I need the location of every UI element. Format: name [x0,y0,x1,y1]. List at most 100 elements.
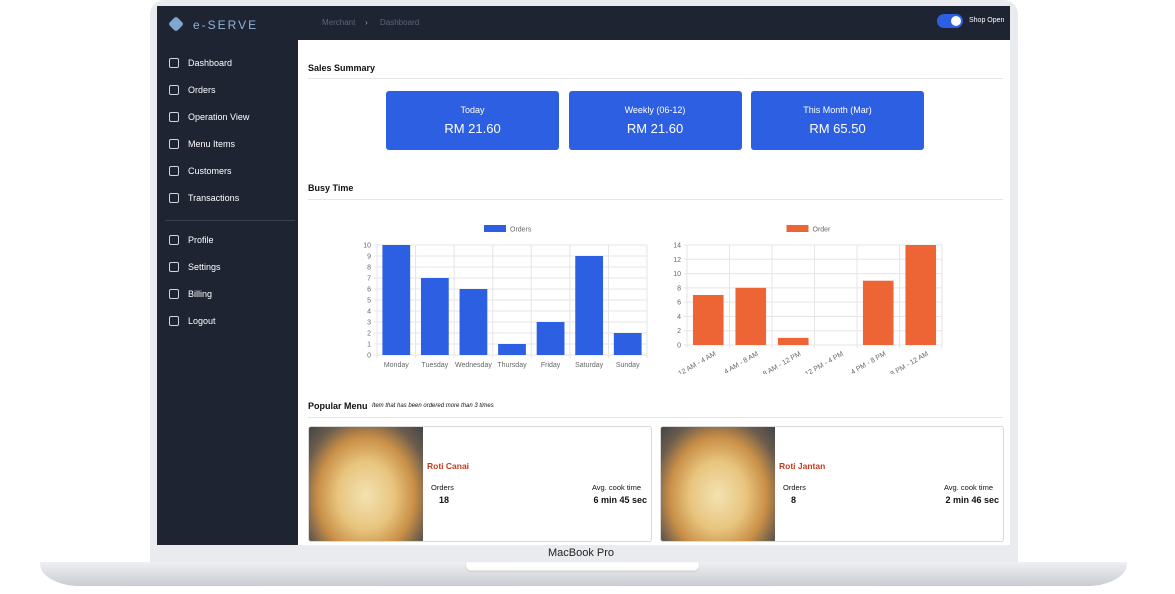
x-tick-label: 4 AM - 8 AM [723,351,760,374]
logo: e-SERVE [193,18,259,32]
y-tick-label: 2 [677,328,681,335]
menu-item[interactable]: Billing [188,289,213,299]
sidebar: Dashboard Orders Operation View Menu Items C… [157,40,298,545]
menu-icon [169,193,179,203]
menu-item[interactable]: Transactions [188,193,240,203]
menu-item[interactable]: Orders [188,85,216,95]
y-tick-label: 14 [673,243,681,250]
food-image [661,427,775,541]
y-tick-label: 0 [367,353,371,360]
menu-item[interactable]: Customers [188,166,232,176]
y-tick-label: 4 [677,314,681,321]
x-tick-label: 12 AM - 4 AM [677,351,717,374]
x-tick-label: Friday [541,362,561,369]
menu-item[interactable]: Dashboard [188,58,233,68]
menu-icon [169,166,179,176]
cook-time-value: 6 min 45 sec [593,495,647,505]
cook-time-value: 2 min 46 sec [945,495,999,505]
cook-time-label: Avg. cook time [591,483,641,492]
bar [613,333,642,355]
bar [692,295,724,345]
menu-icon [169,58,179,68]
bar [536,322,565,355]
menu-icon [169,262,179,272]
item-name: Roti Canai [427,461,470,471]
menu-item[interactable]: Logout [188,316,216,326]
y-tick-label: 8 [677,285,681,292]
x-tick-label: Sunday [616,362,640,369]
y-tick-label: 3 [367,320,371,327]
y-tick-label: 6 [367,287,371,294]
bar [459,289,488,355]
menu-item[interactable]: Operation View [188,112,250,122]
y-tick-label: 8 [367,265,371,272]
legend-swatch [786,225,809,232]
legend-label: Order [813,227,832,234]
section-title: Sales Summary [308,63,376,73]
x-tick-label: 8 PM - 12 AM [890,351,930,374]
summary-card: This Month (Mar) RM 65.50 [751,91,924,150]
bar [382,245,411,355]
section-title: Busy Time [308,183,354,193]
bar [498,344,526,355]
y-tick-label: 1 [367,342,371,349]
food-image [309,427,423,541]
menu-item[interactable]: Settings [188,262,221,272]
divider [308,417,1003,418]
y-tick-label: 4 [367,309,371,316]
section-title: Popular Menu [308,401,368,411]
menu-icon [169,85,179,95]
section-subtitle: Item that has been ordered more than 3 t… [372,403,494,409]
device-label: MacBook Pro [548,547,615,559]
y-tick-label: 12 [673,257,681,264]
breadcrumb[interactable]: Merchant [322,18,356,27]
y-tick-label: 10 [673,271,681,278]
bar [735,287,767,345]
divider [308,78,1003,79]
y-tick-label: 0 [677,343,681,350]
y-tick-label: 10 [363,243,371,250]
menu-icon [169,316,179,326]
x-tick-label: Tuesday [422,362,449,369]
summary-card: Weekly (06-12) RM 21.60 [568,91,742,150]
card-label: Weekly (06-12) [624,105,686,115]
orders-label: Orders [783,483,806,492]
x-tick-label: 12 PM - 4 PM [804,351,845,374]
cook-time-label: Avg. cook time [943,483,993,492]
card-amount: RM 21.60 [444,121,501,136]
chart: 0 1 2 3 4 5 6 7 8 9 10 Orders Monday Tuesday Wednesday… [363,225,648,369]
bar [420,278,449,355]
menu-item[interactable]: Menu Items [188,139,236,149]
card-label: Today [460,105,485,115]
x-tick-label: 4 PM - 8 PM [850,351,887,374]
orders-value: 18 [439,495,450,505]
y-tick-label: 2 [367,331,371,338]
breadcrumb: Dashboard [380,18,420,27]
divider [308,199,1003,200]
card-label: This Month (Mar) [803,105,872,115]
x-tick-label: Saturday [575,362,604,369]
y-tick-label: 7 [367,276,371,283]
menu-card[interactable]: Roti Canai Orders 18 Avg. cook time 6 min 45… [308,426,652,542]
item-name: Roti Jantan [779,461,826,471]
x-tick-label: 8 AM - 12 PM [762,351,802,374]
shop-toggle[interactable] [937,14,963,28]
menu-card[interactable]: Roti Jantan Orders 8 Avg. cook time 2 min 46… [660,426,1004,542]
breadcrumb-separator: › [365,18,368,27]
bar [905,245,937,345]
topbar: e-SERVE Merchant › Dashboard Shop Open [157,6,1010,40]
bar [862,280,894,345]
card-amount: RM 21.60 [626,121,684,136]
orders-value: 8 [791,495,797,505]
x-tick-label: Wednesday [455,362,492,369]
menu-icon [169,235,179,245]
legend-swatch [484,225,506,232]
bar [575,256,604,355]
menu-item[interactable]: Profile [188,235,214,245]
laptop-notch [465,562,700,572]
menu-icon [169,289,179,299]
logo-icon [168,16,184,32]
menu-icon [169,112,179,122]
